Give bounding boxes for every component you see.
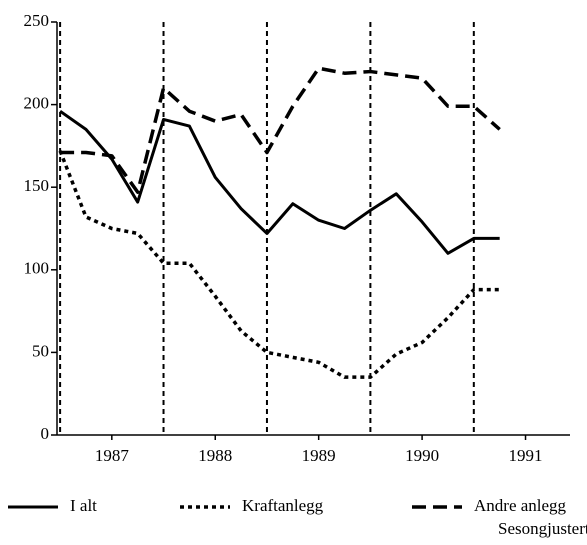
y-tick-label: 150 xyxy=(24,176,50,195)
legend-label: Kraftanlegg xyxy=(242,496,324,515)
x-tick-label: 1989 xyxy=(302,446,336,465)
series-line xyxy=(60,66,501,194)
y-tick-label: 250 xyxy=(24,11,50,30)
series-line xyxy=(59,109,500,255)
series-line xyxy=(58,150,500,379)
x-tick-label: 1991 xyxy=(509,446,543,465)
y-tick-label: 100 xyxy=(24,259,50,278)
legend-label: Andre anlegg xyxy=(474,496,567,515)
y-tick-label: 50 xyxy=(32,341,49,360)
y-tick-label: 200 xyxy=(24,94,50,113)
x-tick-label: 1990 xyxy=(405,446,439,465)
x-tick-label: 1988 xyxy=(198,446,232,465)
legend-label: I alt xyxy=(70,496,97,515)
y-tick-label: 0 xyxy=(41,424,50,443)
note: Sesongjustert xyxy=(498,519,587,538)
x-tick-label: 1987 xyxy=(95,446,130,465)
